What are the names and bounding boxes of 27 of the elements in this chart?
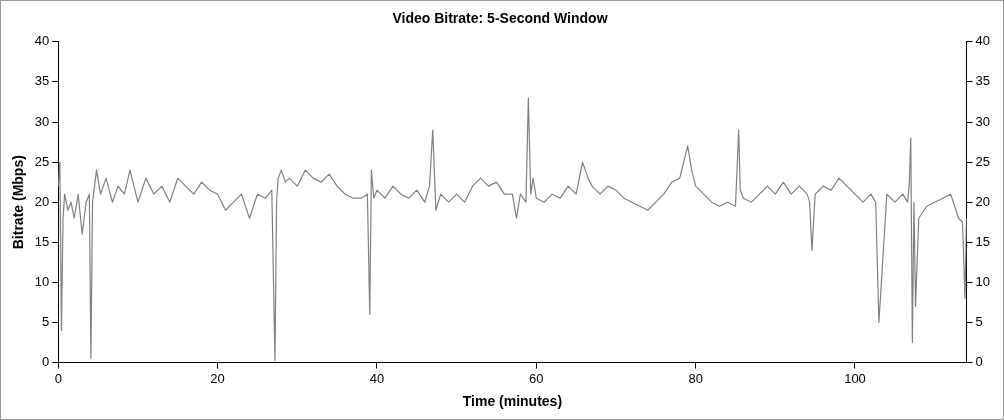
y-axis-title: Bitrate (Mbps): [10, 155, 27, 250]
y-tick-label: 15: [34, 233, 50, 249]
x-tick-label: 100: [844, 370, 866, 386]
x-tick-label: 80: [688, 370, 703, 386]
y2-tick-label: 30: [975, 113, 991, 129]
x-tick-label: 60: [529, 370, 544, 386]
x-tick-label: 40: [369, 370, 385, 386]
y2-tick-label: 0: [975, 354, 983, 370]
x-tick-label: 20: [210, 370, 225, 386]
y2-tick-label: 10: [975, 273, 991, 289]
y-tick-label: 10: [34, 273, 50, 289]
y2-tick-label: 15: [975, 233, 991, 249]
y2-tick-label: 25: [975, 153, 991, 169]
chart-title: Video Bitrate: 5-Second Window: [392, 10, 608, 27]
y2-tick-label: 40: [975, 33, 991, 49]
y-tick-label: 40: [34, 33, 50, 49]
y2-tick-label: 35: [975, 73, 991, 89]
y-tick-label: 30: [34, 113, 50, 129]
y-tick-label: 25: [34, 153, 50, 169]
y2-tick-label: 20: [975, 193, 991, 209]
y-tick-label: 20: [34, 193, 50, 209]
y-tick-label: 0: [42, 354, 50, 370]
x-axis-title: Time (minutes): [462, 393, 563, 410]
y-tick-label: 35: [34, 73, 50, 89]
y2-tick-label: 5: [975, 314, 983, 330]
y-tick-label: 5: [42, 314, 50, 330]
x-tick-label: 0: [54, 370, 62, 386]
